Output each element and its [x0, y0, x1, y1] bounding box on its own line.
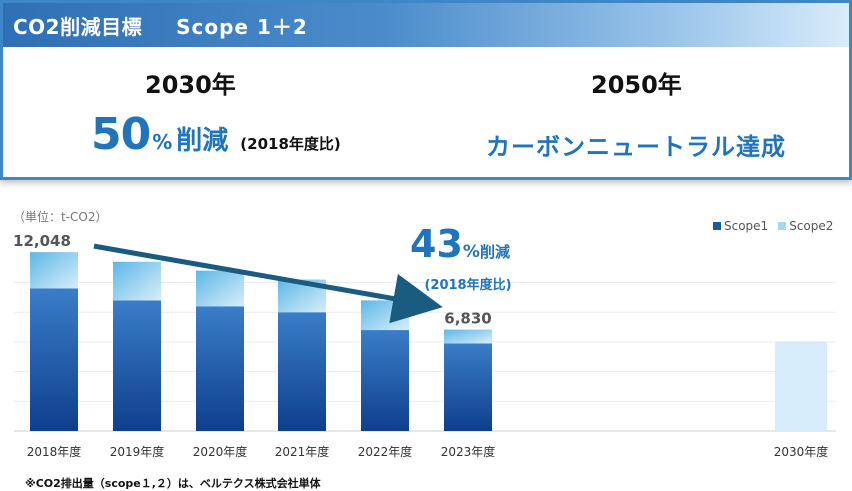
bar-scope1	[196, 306, 244, 431]
bar-scope2	[196, 270, 244, 307]
year-2030-label: 2030年	[145, 71, 236, 99]
legend-scope1-swatch	[713, 222, 721, 230]
reduction-base: (2018年度比)	[240, 135, 341, 153]
bar-scope2	[30, 252, 78, 289]
reduction-value: 50	[91, 109, 151, 160]
bar-scope1	[361, 330, 409, 431]
bar-scope1	[30, 288, 78, 431]
legend-scope2-swatch	[778, 222, 787, 230]
reduction-arrow	[93, 243, 443, 324]
bar-scope2	[444, 329, 492, 344]
year-2050-label: 2050年	[591, 71, 682, 99]
target-panel: CO2削減目標 Scope 1＋2 2030年 2050年 50 % 削減 (2…	[0, 0, 852, 180]
tick-label: 2019年度	[110, 444, 165, 459]
emissions-chart: 2018年度 2019年度 2020年度 2021年度 2022年度 2023年度 2030…	[13, 222, 836, 459]
tick-label: 2023年度	[441, 444, 496, 459]
bar-layer	[30, 252, 827, 431]
tick-label: 2022年度	[358, 444, 413, 459]
annotation-base: (2018年度比)	[424, 277, 511, 293]
tick-label: 2020年度	[193, 444, 248, 459]
reduction-annotation: 43%削減	[410, 222, 510, 266]
reduction-word: 削減	[176, 126, 229, 156]
label-layer: 2018年度 2019年度 2020年度 2021年度 2022年度 2023年度 2030…	[13, 232, 828, 459]
tick-label: 2021年度	[275, 444, 330, 459]
legend-scope1-label: Scope1	[724, 219, 769, 233]
tick-label: 2030年度	[774, 444, 829, 459]
annotation-pct: %	[463, 242, 480, 262]
bar-scope2	[361, 300, 409, 331]
unit-label: （単位：t-CO2）	[13, 210, 108, 224]
bar-scope1	[278, 312, 326, 431]
annotation-layer: 43%削減 (2018年度比)	[93, 222, 512, 324]
footnote: ※CO2排出量（scope１,２）は、ベルテクス株式会社単体	[25, 477, 321, 490]
bar-scope1	[113, 300, 161, 431]
header-title: CO2削減目標	[13, 14, 143, 39]
reduction-2030: 50 % 削減 (2018年度比)	[91, 109, 341, 160]
bar-scope2	[113, 261, 161, 301]
legend-scope2-label: Scope2	[789, 219, 834, 233]
carbon-neutral-2050: カーボンニュートラル達成	[486, 133, 786, 161]
chart-legend: Scope1 Scope2	[713, 219, 833, 233]
data-label: 6,830	[444, 310, 491, 328]
target-header: CO2削減目標 Scope 1＋2	[3, 3, 849, 47]
tick-label: 2018年度	[27, 444, 82, 459]
legend-scope1: Scope1	[713, 219, 768, 233]
bar-scope1	[444, 343, 492, 431]
legend-scope2: Scope2	[778, 219, 833, 233]
data-label: 12,048	[13, 232, 71, 250]
annotation-word: 削減	[480, 243, 510, 261]
annotation-value: 43	[410, 222, 463, 266]
header-scope: Scope 1＋2	[176, 14, 308, 39]
reduction-pct: %	[152, 130, 173, 154]
bar-target-2030	[775, 341, 827, 431]
